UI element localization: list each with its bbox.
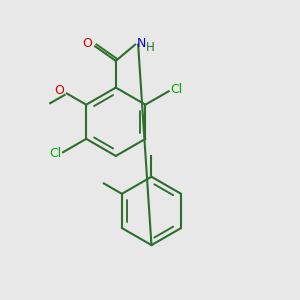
Text: O: O xyxy=(54,84,64,97)
Text: O: O xyxy=(82,37,92,50)
Text: Cl: Cl xyxy=(170,83,182,96)
Text: N: N xyxy=(137,37,146,50)
Text: H: H xyxy=(146,41,154,54)
Text: Cl: Cl xyxy=(50,147,62,160)
